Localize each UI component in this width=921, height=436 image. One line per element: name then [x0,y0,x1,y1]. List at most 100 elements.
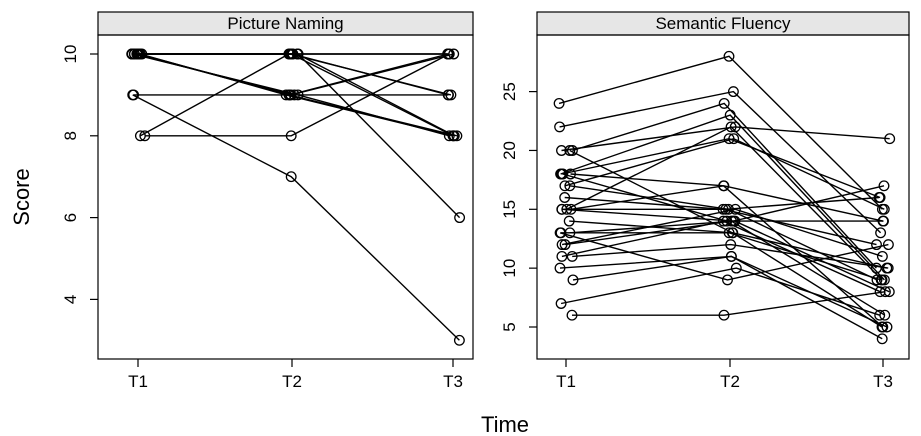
data-point [559,180,571,192]
x-tick-label: T1 [128,372,148,391]
data-point [879,286,891,298]
series-group [126,48,466,346]
series-line [558,55,883,210]
y-tick-label: 25 [500,82,519,101]
data-point [874,309,886,321]
data-point [884,133,896,145]
series-22 [567,250,888,345]
data-point [718,180,730,192]
series-line [131,53,450,137]
data-point [882,262,894,274]
series-6 [128,48,454,101]
series-9 [127,89,465,346]
data-point [556,250,568,262]
series-line [572,102,877,269]
data-point [559,192,571,203]
series-line [141,53,452,96]
series-line [570,185,884,222]
data-point [728,133,740,145]
data-point [718,309,730,321]
y-axis: 4 6 8 10 [61,45,98,304]
series-line [561,126,890,152]
data-point [727,86,739,98]
y-tick-label: 6 [61,213,80,222]
data-point [566,250,578,262]
data-point [557,168,569,180]
series-3 [566,97,882,274]
data-point [881,321,893,333]
series-line [561,208,883,258]
data-point [718,97,730,109]
series-line [138,53,449,96]
data-point [555,298,567,309]
series-14 [136,48,457,101]
data-point [722,274,733,286]
y-tick-label: 10 [61,45,80,64]
data-point [285,171,297,183]
data-point [871,239,882,251]
series-line [560,114,885,281]
series-4 [556,121,896,156]
data-point [561,203,573,215]
data-point [139,130,151,142]
data-point [878,203,890,215]
data-point [566,145,578,156]
data-point [878,215,889,227]
data-point [882,239,894,251]
data-point [564,145,576,156]
data-point [284,48,296,60]
y-tick-label: 4 [61,295,80,304]
series-5 [555,109,890,286]
data-point [453,334,465,346]
series-line [134,53,449,96]
data-point [559,239,571,251]
data-point [729,203,741,215]
data-point [724,109,736,121]
y-axis: 5 10 15 20 25 [500,82,537,332]
series-8 [559,133,890,215]
series-2 [554,86,887,239]
series-line [566,126,883,281]
data-point [554,227,566,239]
data-point [723,227,735,239]
data-point [871,274,883,286]
data-point [292,89,304,101]
series-27 [557,168,889,227]
x-tick-label: T2 [720,372,740,391]
series-line [133,53,454,96]
y-tick-label: 5 [500,322,519,331]
x-tick-label: T3 [443,372,463,391]
y-tick-label: 8 [61,131,80,140]
data-point [454,212,466,224]
x-axis: T1 T2 T3 [128,359,463,391]
series-26 [554,227,894,286]
series-line [569,149,883,328]
series-17 [556,203,888,262]
data-point [565,203,577,215]
data-point [553,97,565,109]
series-25 [564,180,883,286]
data-point [725,121,737,133]
y-axis-title: Score [9,168,34,225]
panel-semantic-fluency: Semantic Fluency 5 10 15 20 25 T1 T2 T3 [500,11,910,391]
series-line [132,94,460,341]
data-point [870,262,882,274]
data-point [126,48,138,60]
plot-frame [536,34,910,360]
series-line [569,185,878,281]
data-point [873,192,885,203]
series-line [559,232,889,281]
panel-title: Picture Naming [227,14,343,33]
x-axis: T1 T2 T3 [556,359,893,391]
data-point [878,180,890,192]
series-line [572,255,883,340]
data-point [567,274,579,286]
data-point [445,89,457,101]
series-15 [126,48,455,142]
x-tick-label: T3 [873,372,893,391]
data-point [723,203,734,215]
x-axis-title: Time [481,412,529,436]
data-point [879,309,891,321]
series-line [559,90,882,234]
data-point [564,180,576,192]
